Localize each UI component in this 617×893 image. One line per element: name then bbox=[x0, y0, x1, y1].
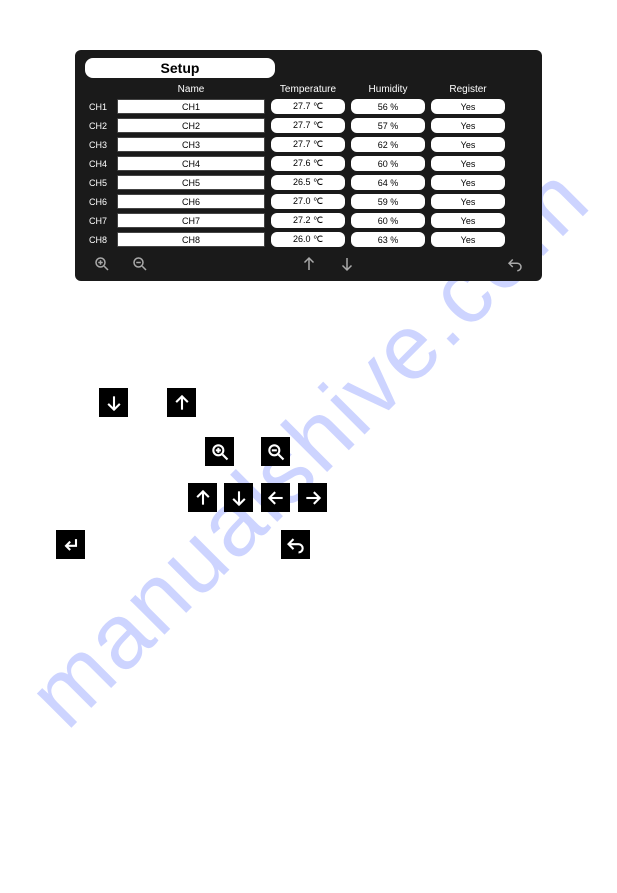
table-row: CH3 CH3 27.7 ℃ 62 % Yes bbox=[85, 137, 532, 152]
temperature-value: 27.2 ℃ bbox=[271, 213, 345, 228]
channel-label: CH5 bbox=[85, 178, 111, 188]
register-value[interactable]: Yes bbox=[431, 99, 505, 114]
temperature-value: 27.0 ℃ bbox=[271, 194, 345, 209]
arrow-down-icon[interactable] bbox=[99, 388, 128, 417]
temperature-value: 26.5 ℃ bbox=[271, 175, 345, 190]
humidity-value: 56 % bbox=[351, 99, 425, 114]
name-field[interactable]: CH6 bbox=[117, 194, 265, 209]
channel-label: CH4 bbox=[85, 159, 111, 169]
name-field[interactable]: CH2 bbox=[117, 118, 265, 133]
register-value[interactable]: Yes bbox=[431, 213, 505, 228]
humidity-value: 62 % bbox=[351, 137, 425, 152]
table-row: CH5 CH5 26.5 ℃ 64 % Yes bbox=[85, 175, 532, 190]
name-field[interactable]: CH1 bbox=[117, 99, 265, 114]
name-field[interactable]: CH7 bbox=[117, 213, 265, 228]
name-field[interactable]: CH3 bbox=[117, 137, 265, 152]
channel-label: CH2 bbox=[85, 121, 111, 131]
table-row: CH6 CH6 27.0 ℃ 59 % Yes bbox=[85, 194, 532, 209]
arrow-left-icon[interactable] bbox=[261, 483, 290, 512]
table-header: Name Temperature Humidity Register bbox=[85, 84, 532, 95]
zoom-in-icon[interactable] bbox=[205, 437, 234, 466]
arrow-right-icon[interactable] bbox=[298, 483, 327, 512]
humidity-value: 64 % bbox=[351, 175, 425, 190]
arrow-up-icon[interactable] bbox=[167, 388, 196, 417]
name-field[interactable]: CH4 bbox=[117, 156, 265, 171]
register-value[interactable]: Yes bbox=[431, 137, 505, 152]
header-humidity: Humidity bbox=[351, 84, 425, 95]
channel-label: CH1 bbox=[85, 102, 111, 112]
back-icon[interactable] bbox=[504, 253, 526, 275]
temperature-value: 26.0 ℃ bbox=[271, 232, 345, 247]
table-row: CH2 CH2 27.7 ℃ 57 % Yes bbox=[85, 118, 532, 133]
arrow-up-icon[interactable] bbox=[188, 483, 217, 512]
header-temperature: Temperature bbox=[271, 84, 345, 95]
table-row: CH4 CH4 27.6 ℃ 60 % Yes bbox=[85, 156, 532, 171]
back-icon[interactable] bbox=[281, 530, 310, 559]
register-value[interactable]: Yes bbox=[431, 156, 505, 171]
arrow-up-icon[interactable] bbox=[298, 253, 320, 275]
channel-label: CH7 bbox=[85, 216, 111, 226]
table-row: CH8 CH8 26.0 ℃ 63 % Yes bbox=[85, 232, 532, 247]
humidity-value: 60 % bbox=[351, 156, 425, 171]
channel-label: CH3 bbox=[85, 140, 111, 150]
temperature-value: 27.7 ℃ bbox=[271, 99, 345, 114]
humidity-value: 60 % bbox=[351, 213, 425, 228]
zoom-out-icon[interactable] bbox=[129, 253, 151, 275]
table-row: CH1 CH1 27.7 ℃ 56 % Yes bbox=[85, 99, 532, 114]
zoom-out-icon[interactable] bbox=[261, 437, 290, 466]
register-value[interactable]: Yes bbox=[431, 118, 505, 133]
panel-toolbar bbox=[85, 251, 532, 277]
channel-label: CH6 bbox=[85, 197, 111, 207]
register-value[interactable]: Yes bbox=[431, 194, 505, 209]
humidity-value: 59 % bbox=[351, 194, 425, 209]
arrow-down-icon[interactable] bbox=[224, 483, 253, 512]
setup-panel: Setup Name Temperature Humidity Register… bbox=[75, 50, 542, 281]
zoom-in-icon[interactable] bbox=[91, 253, 113, 275]
enter-icon[interactable] bbox=[56, 530, 85, 559]
humidity-value: 57 % bbox=[351, 118, 425, 133]
header-register: Register bbox=[431, 84, 505, 95]
temperature-value: 27.7 ℃ bbox=[271, 118, 345, 133]
name-field[interactable]: CH8 bbox=[117, 232, 265, 247]
humidity-value: 63 % bbox=[351, 232, 425, 247]
name-field[interactable]: CH5 bbox=[117, 175, 265, 190]
table-row: CH7 CH7 27.2 ℃ 60 % Yes bbox=[85, 213, 532, 228]
register-value[interactable]: Yes bbox=[431, 175, 505, 190]
channel-label: CH8 bbox=[85, 235, 111, 245]
temperature-value: 27.7 ℃ bbox=[271, 137, 345, 152]
arrow-down-icon[interactable] bbox=[336, 253, 358, 275]
temperature-value: 27.6 ℃ bbox=[271, 156, 345, 171]
setup-tab[interactable]: Setup bbox=[85, 58, 275, 78]
header-name: Name bbox=[117, 84, 265, 95]
register-value[interactable]: Yes bbox=[431, 232, 505, 247]
